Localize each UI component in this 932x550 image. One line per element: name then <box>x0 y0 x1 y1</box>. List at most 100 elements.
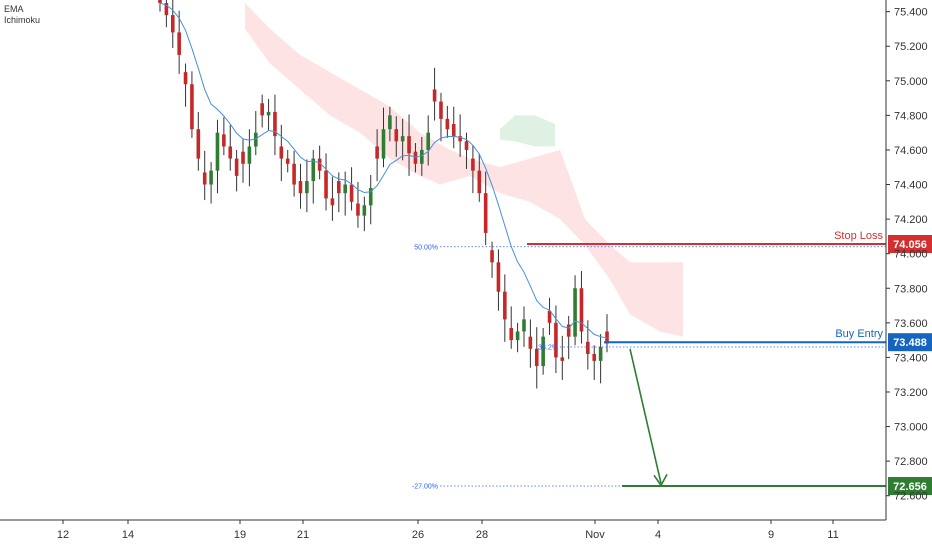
candle-body <box>496 262 501 292</box>
x-tick-label: 14 <box>122 529 134 541</box>
candle <box>605 314 609 353</box>
candle <box>579 270 584 344</box>
y-tick-label: 72.600 <box>894 491 928 503</box>
candle-body <box>253 132 258 147</box>
candle-body <box>566 324 571 337</box>
candle-body <box>586 341 590 354</box>
candle-body <box>317 158 322 171</box>
candle <box>241 138 245 183</box>
projection-arrow-head <box>653 473 668 487</box>
y-tick-label: 74.800 <box>894 110 928 122</box>
candle <box>509 306 514 349</box>
candle-body <box>426 132 430 150</box>
fib-label: 38.2% <box>538 345 558 352</box>
price-tag-label: 72.656 <box>893 481 927 493</box>
candle-body <box>420 149 424 164</box>
y-tick-label: 73.000 <box>894 422 928 434</box>
candle <box>196 111 201 171</box>
candle-body <box>164 3 169 16</box>
candle-body <box>234 158 239 176</box>
candle-body <box>356 203 360 216</box>
candle <box>400 118 405 161</box>
x-tick-label: 19 <box>234 529 246 541</box>
candle-body <box>394 129 399 142</box>
candle-body <box>177 32 181 55</box>
candle-body <box>509 328 514 341</box>
candle-body <box>330 198 335 206</box>
candle-body <box>292 163 296 185</box>
y-tick-label: 72.800 <box>894 456 928 468</box>
y-tick-label: 74.000 <box>894 249 928 261</box>
candle-body <box>400 136 405 142</box>
cloud-bearish <box>245 3 683 337</box>
x-tick-label: 11 <box>827 529 838 541</box>
candle <box>388 106 392 142</box>
candle <box>266 98 271 131</box>
candle-body <box>554 322 558 358</box>
candle-body <box>324 170 328 199</box>
candle-body <box>483 193 488 233</box>
candle-body <box>266 111 271 116</box>
candle-body <box>311 158 316 182</box>
candle <box>349 167 354 211</box>
ichimoku-cloud <box>245 3 683 337</box>
candle <box>368 175 373 225</box>
candle <box>598 334 603 384</box>
x-tick-label: 26 <box>412 529 424 541</box>
candle <box>183 63 188 107</box>
candle <box>420 136 424 176</box>
y-tick-label: 74.200 <box>894 214 928 226</box>
price-tag <box>888 234 932 253</box>
price-tag-label: 74.056 <box>893 239 927 251</box>
candle <box>170 0 175 48</box>
candle-body <box>445 118 450 130</box>
candle-body <box>247 146 252 164</box>
candle-body <box>183 72 188 85</box>
y-tick-label: 75.000 <box>894 76 928 88</box>
candle <box>464 132 469 169</box>
indicator-legend: EMA Ichimoku <box>4 4 40 26</box>
axes: 75.400 75.200 75.000 74.800 74.600 74.400 74.2… <box>0 0 928 541</box>
candle-body <box>170 15 175 33</box>
candle <box>285 149 290 173</box>
x-tick-label: 9 <box>768 529 774 541</box>
candle-body <box>439 101 443 119</box>
candle-body <box>209 170 213 185</box>
candle <box>215 119 220 194</box>
level-name: Stop Loss <box>834 230 883 242</box>
candle <box>554 305 558 373</box>
candle-body <box>273 111 277 137</box>
candle-body <box>579 288 584 332</box>
candle-body <box>222 134 226 147</box>
candle <box>362 196 367 232</box>
candle <box>534 327 539 389</box>
candle <box>305 159 309 213</box>
candle-body <box>573 288 577 337</box>
candle <box>407 114 411 176</box>
candle <box>330 176 335 221</box>
cloud-bullish <box>500 115 555 147</box>
candle <box>298 163 303 209</box>
candle <box>471 145 475 194</box>
candle <box>273 94 277 156</box>
candle-body <box>260 103 264 116</box>
candle-body <box>228 146 233 159</box>
legend-ema[interactable]: EMA <box>4 4 24 14</box>
candle-body <box>241 151 245 164</box>
candle-body <box>285 158 290 164</box>
candle-body <box>451 124 456 137</box>
y-tick-label: 74.400 <box>894 180 928 192</box>
candle-body <box>337 181 341 194</box>
candle-body <box>298 181 303 194</box>
candle-body <box>471 158 475 171</box>
x-tick-label: 28 <box>476 529 488 541</box>
candle <box>222 117 226 156</box>
legend-ichimoku[interactable]: Ichimoku <box>4 15 41 25</box>
candle-body <box>464 141 469 150</box>
candle <box>445 105 450 138</box>
candle <box>375 129 379 182</box>
candle <box>190 71 194 138</box>
candle <box>228 124 233 171</box>
candle-body <box>196 129 201 159</box>
